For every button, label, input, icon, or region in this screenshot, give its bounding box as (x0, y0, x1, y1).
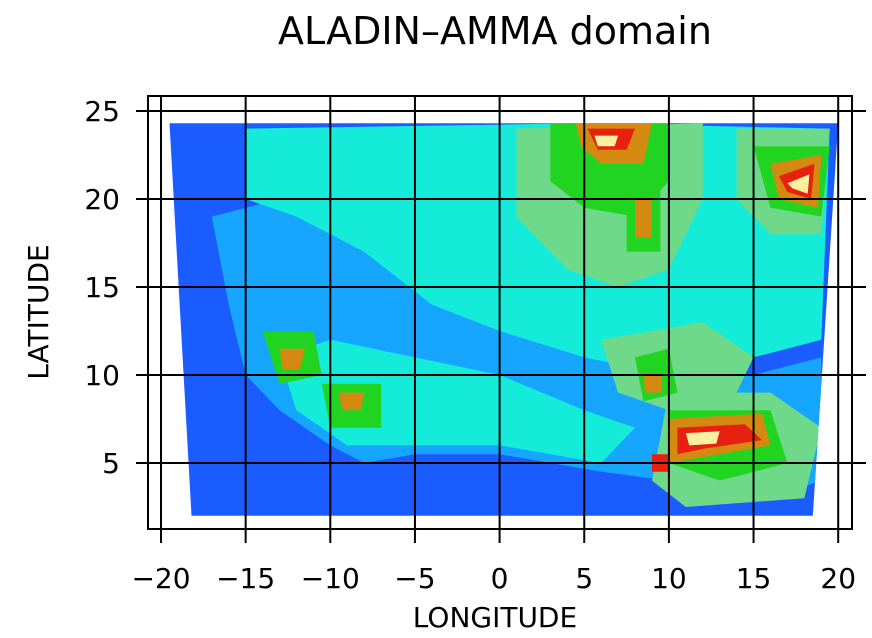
x-tick-label: −5 (394, 562, 435, 595)
region-hoggar-top (594, 135, 619, 147)
x-tick-label: −15 (216, 562, 275, 595)
region-fouta-peak (338, 392, 365, 411)
region-air-peak (635, 199, 652, 238)
grid-lines (136, 96, 866, 543)
plot-frame (147, 95, 853, 530)
region-cameroon-top (685, 431, 720, 446)
y-axis-label: LATITUDE (22, 244, 55, 379)
region-cameroon-summit (677, 424, 762, 455)
region-guinea-peak (279, 348, 305, 370)
y-tick-label: 5 (102, 447, 120, 480)
x-tick-label: 5 (575, 562, 593, 595)
x-tick-label: −10 (301, 562, 360, 595)
region-nigeria-upland (601, 322, 754, 411)
x-tick-label: 15 (736, 562, 772, 595)
x-tick-label: −20 (131, 562, 190, 595)
y-tick-label: 25 (84, 95, 120, 128)
y-tick-label: 10 (84, 359, 120, 392)
x-axis-label: LONGITUDE (413, 601, 577, 634)
model-domain (169, 123, 839, 516)
y-tick-label: 15 (84, 271, 120, 304)
y-axis-ticks: 5 10 15 20 25 (84, 95, 120, 480)
x-tick-label: 10 (651, 562, 687, 595)
region-jos-peak (643, 375, 663, 393)
x-tick-label: 20 (820, 562, 856, 595)
region-tibesti-top (787, 174, 810, 194)
chart-title: ALADIN–AMMA domain (278, 9, 712, 53)
region-southern-plateau (279, 339, 635, 463)
x-axis-ticks: −20 −15 −10 −5 0 5 10 15 20 (131, 562, 856, 595)
x-tick-label: 0 (491, 562, 509, 595)
y-tick-label: 20 (84, 183, 120, 216)
